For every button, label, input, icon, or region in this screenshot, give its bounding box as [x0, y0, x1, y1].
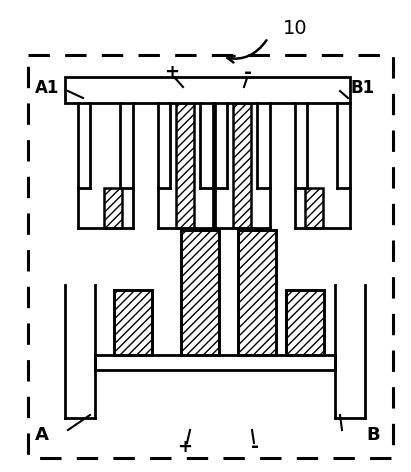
- Bar: [233, 103, 251, 228]
- Text: +: +: [164, 63, 180, 81]
- Bar: [28, 55, 393, 458]
- Text: A: A: [35, 426, 49, 444]
- Bar: [305, 188, 323, 228]
- Bar: [104, 188, 122, 228]
- Bar: [65, 77, 350, 103]
- Text: 10: 10: [283, 18, 307, 37]
- Text: +: +: [178, 438, 192, 456]
- Text: B1: B1: [351, 79, 375, 97]
- Text: A1: A1: [35, 79, 59, 97]
- FancyArrowPatch shape: [227, 40, 266, 62]
- Bar: [114, 290, 152, 355]
- Bar: [238, 230, 276, 355]
- Bar: [181, 230, 219, 355]
- Bar: [286, 290, 324, 355]
- Text: B: B: [366, 426, 380, 444]
- Text: -: -: [251, 438, 259, 456]
- Bar: [176, 103, 194, 228]
- Text: -: -: [244, 62, 252, 82]
